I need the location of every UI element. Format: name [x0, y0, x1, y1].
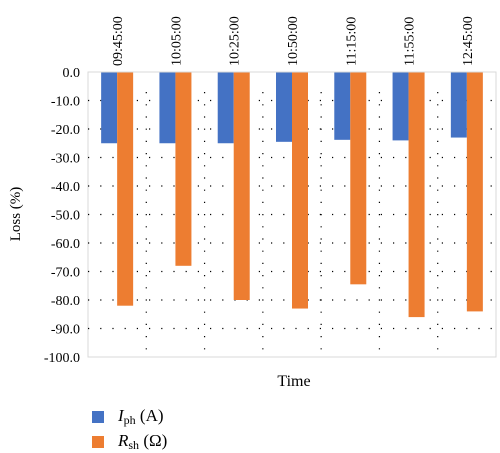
legend-rsh-symbol: R [118, 431, 129, 450]
x-tick-label: 11:15:00 [344, 17, 359, 66]
y-axis-label: Loss (%) [8, 187, 24, 242]
x-tick-label: 10:50:00 [286, 16, 301, 66]
bar-iph [101, 72, 118, 144]
bar-rsh [292, 72, 308, 309]
x-axis-label: Time [277, 373, 310, 390]
y-tick-label: -30.0 [51, 152, 80, 167]
y-tick-label: -70.0 [51, 266, 80, 281]
y-tick-label: -50.0 [51, 209, 80, 224]
legend-iph-symbol: I [118, 406, 124, 425]
bar-iph [217, 72, 234, 144]
bar-rsh [175, 72, 192, 266]
legend-rsh-subscript: sh [128, 438, 140, 452]
x-tick-label: 12:45:00 [461, 16, 476, 66]
legend-item-rsh: Rsh (Ω) [92, 431, 167, 453]
y-tick-label: 0.0 [63, 66, 81, 81]
y-tick-label: -60.0 [51, 237, 80, 252]
y-tick-label: -80.0 [51, 294, 80, 309]
bar-iph [276, 72, 292, 142]
bar-iph [392, 72, 409, 141]
legend-swatch-iph [92, 411, 104, 423]
axes: 0.0 -10.0 -20.0 -30.0 -40.0 -50.0 -60.0 -70.0 -8… [44, 16, 496, 366]
bar-rsh [117, 72, 134, 306]
x-tick-label: 09:45:00 [111, 16, 126, 66]
legend-item-iph: Iph (A) [92, 406, 164, 428]
y-tick-label: -10.0 [51, 95, 80, 110]
bar-rsh [350, 72, 367, 285]
legend-iph-subscript: ph [123, 413, 136, 427]
y-tick-label: -100.0 [44, 351, 80, 366]
x-tick-label: 10:25:00 [228, 16, 243, 66]
legend-rsh-unit: (Ω) [139, 431, 168, 450]
x-tick-label: 11:55:00 [403, 17, 418, 66]
y-tick-label: -40.0 [51, 180, 80, 195]
x-tick-label: 10:05:00 [169, 16, 184, 66]
bar-rsh [233, 72, 250, 300]
bar-rsh [466, 72, 483, 312]
y-tick-label: -90.0 [51, 323, 80, 338]
bar-iph [159, 72, 176, 144]
bar-rsh [408, 72, 425, 318]
bars [101, 72, 483, 318]
y-tick-label: -20.0 [51, 123, 80, 138]
bar-iph [334, 72, 351, 140]
legend-iph-unit: (A) [135, 406, 164, 425]
legend-swatch-rsh [92, 436, 104, 448]
bar-iph [450, 72, 467, 138]
